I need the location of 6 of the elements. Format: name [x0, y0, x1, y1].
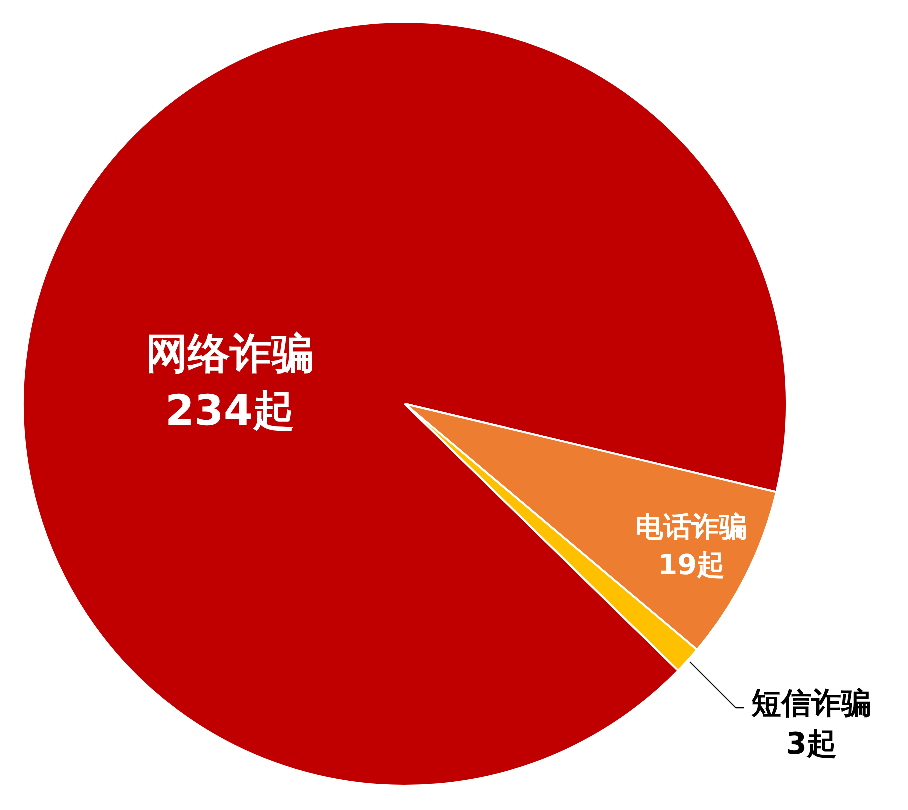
data-label: 3起	[786, 726, 837, 762]
slice-label: 电话诈骗	[636, 510, 748, 544]
data-label: 234起	[165, 386, 296, 435]
slice-label: 网络诈骗	[146, 329, 314, 378]
data-label: 19起	[658, 548, 726, 582]
slice-label: 短信诈骗	[750, 686, 872, 722]
